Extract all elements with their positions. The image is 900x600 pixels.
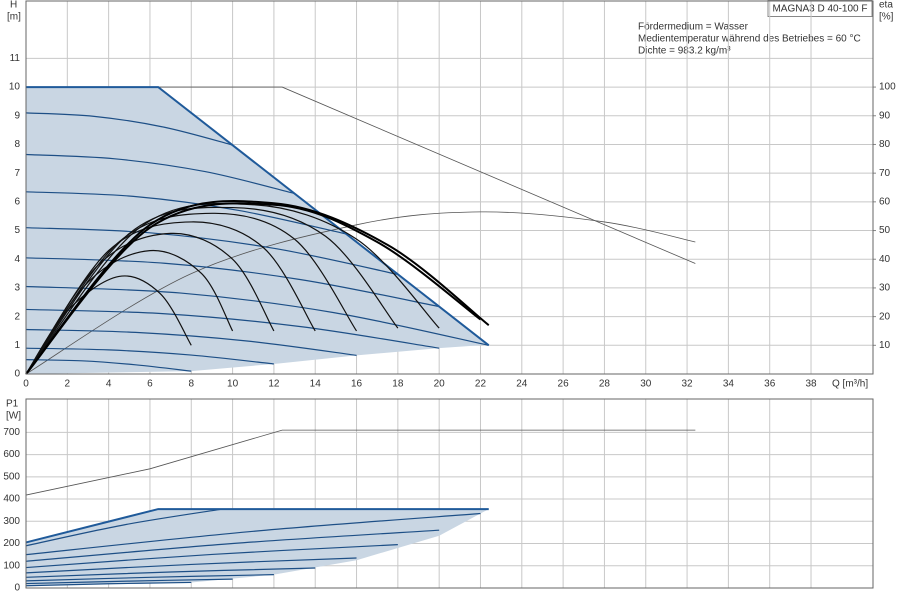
x-tick-label: 36 (764, 379, 776, 390)
y-tick-label: 2 (14, 311, 20, 322)
curve (25, 211, 696, 375)
y2-tick-label: 10 (879, 340, 891, 351)
y-axis-label: H (10, 0, 17, 11)
y-tick-label: 0 (14, 583, 20, 594)
y-tick-label: 10 (9, 82, 21, 93)
y-tick-label: 600 (3, 449, 20, 460)
y-tick-label: 500 (3, 471, 20, 482)
curve (25, 227, 398, 276)
curve (25, 212, 358, 375)
x-tick-label: 26 (558, 379, 570, 390)
curve (25, 429, 696, 496)
plots: 0 2 4 6 8 10 12 14 16 18 20 22 24 26 28 30 32 34 36 3801234… (3, 0, 896, 594)
x-tick-label: 8 (188, 379, 194, 390)
range-area (26, 87, 489, 375)
curve (25, 202, 482, 375)
x-tick-label: 30 (640, 379, 652, 390)
annotation: Medientemperatur während des Betriebes =… (638, 34, 861, 45)
curve (25, 544, 398, 569)
y2-tick-label: 90 (879, 110, 891, 121)
x-axis-label: Q [m³/h] (832, 379, 868, 390)
y-axis-label: [W] (6, 411, 21, 422)
curve (25, 112, 233, 146)
y-tick-label: 200 (3, 538, 20, 549)
y-tick-label: 8 (14, 139, 20, 150)
curve (25, 508, 223, 547)
y-tick-label: 4 (14, 254, 20, 265)
y-tick-label: 0 (14, 369, 20, 380)
y-tick-label: 1 (14, 340, 20, 351)
curve (25, 221, 316, 375)
curve (25, 153, 295, 195)
curve (25, 257, 440, 308)
x-tick-label: 10 (227, 379, 239, 390)
curve (26, 86, 490, 347)
curve (25, 574, 274, 582)
y2-tick-label: 70 (879, 168, 891, 179)
annotation: Fördermedium = Wasser (638, 22, 749, 33)
x-tick-label: 12 (268, 379, 280, 390)
x-tick-label: 2 (65, 379, 71, 390)
y-tick-label: 11 (10, 53, 21, 64)
x-tick-label: 20 (434, 379, 446, 390)
y-tick-label: 5 (14, 225, 20, 236)
y2-tick-label: 50 (879, 225, 891, 236)
x-tick-label: 14 (310, 379, 322, 390)
model-label: MAGNA3 D 40-100 F (772, 4, 867, 15)
x-tick-label: 22 (475, 379, 487, 390)
y-tick-label: 9 (14, 110, 20, 121)
y-tick-label: 300 (3, 516, 20, 527)
x-tick-label: 16 (351, 379, 363, 390)
x-tick-label: 24 (516, 379, 528, 390)
curve (25, 347, 274, 365)
curve (25, 308, 440, 349)
x-tick-label: 0 (23, 379, 29, 390)
y2-tick-label: 40 (879, 254, 891, 265)
y-tick-label: 3 (14, 283, 20, 294)
curve (25, 567, 316, 578)
y2-tick-label: 60 (879, 196, 891, 207)
curve (25, 200, 490, 375)
curve (25, 557, 357, 574)
curve (25, 191, 347, 235)
x-tick-label: 32 (682, 379, 694, 390)
curve (25, 529, 440, 562)
curve (25, 328, 357, 356)
curve (25, 512, 481, 556)
y-axis-label: [m] (7, 12, 21, 23)
y-tick-label: 700 (3, 427, 20, 438)
y2-axis-label: [%] (879, 12, 894, 23)
x-tick-label: 34 (723, 379, 735, 390)
y2-tick-label: 20 (879, 311, 891, 322)
y2-axis-label: eta (879, 0, 893, 11)
y-tick-label: 400 (3, 494, 20, 505)
curve (25, 206, 399, 375)
y2-tick-label: 30 (879, 283, 891, 294)
x-tick-label: 6 (147, 379, 153, 390)
curve (25, 359, 192, 372)
plot-frame (25, 0, 874, 375)
x-tick-label: 18 (392, 379, 404, 390)
y-axis-label: P1 (6, 399, 19, 410)
y2-tick-label: 100 (879, 82, 896, 93)
curve (25, 508, 489, 544)
curve (25, 581, 192, 587)
y2-tick-label: 80 (879, 139, 891, 150)
x-tick-label: 28 (599, 379, 611, 390)
curve (25, 578, 233, 585)
y-tick-label: 7 (14, 168, 20, 179)
x-tick-label: 4 (106, 379, 112, 390)
y-tick-label: 6 (14, 196, 20, 207)
annotation: Dichte = 983.2 kg/m³ (638, 46, 731, 57)
plot-frame (25, 398, 874, 589)
x-tick-label: 38 (805, 379, 817, 390)
y-tick-label: 100 (3, 560, 20, 571)
